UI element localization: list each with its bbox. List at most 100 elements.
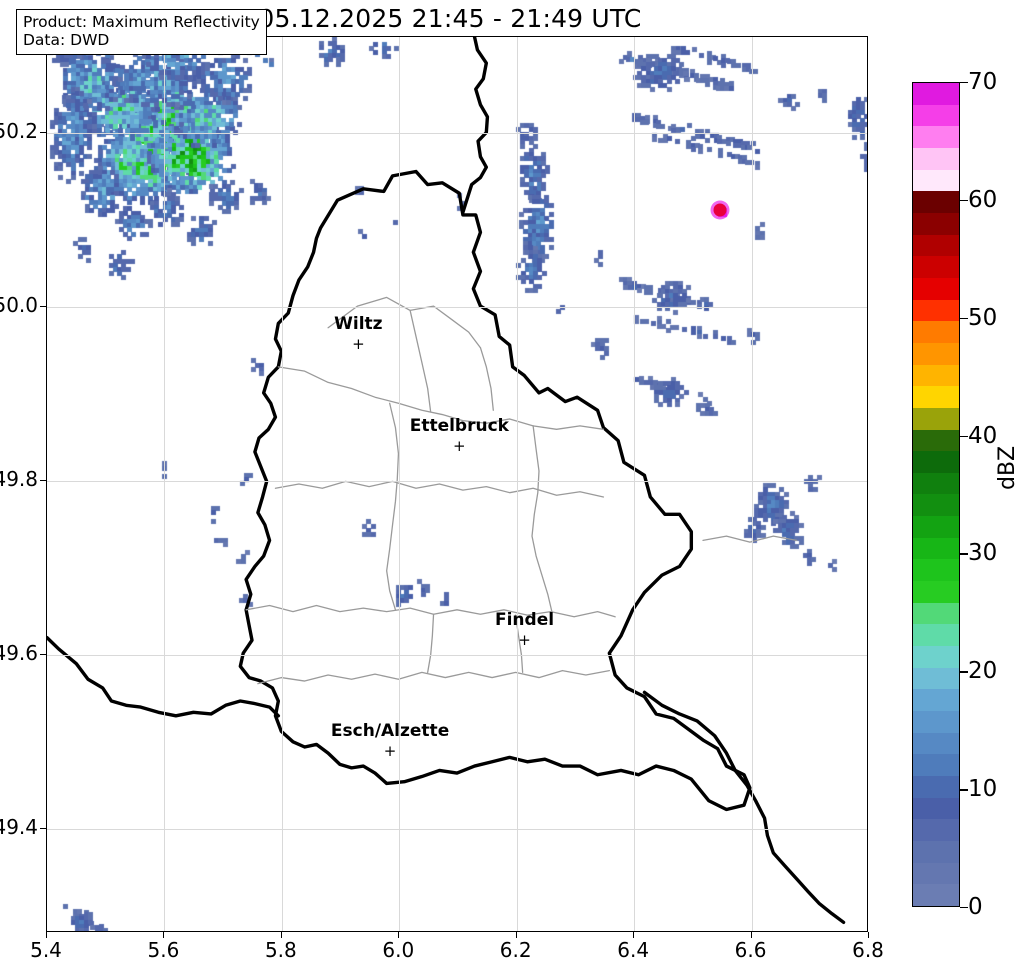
colorbar-band	[913, 840, 959, 863]
y-axis-tick-label: 49.8	[0, 466, 38, 491]
x-axis-tick-label: 6.8	[852, 938, 884, 962]
x-axis-tick-label: 6.0	[382, 938, 415, 962]
gridline-vertical	[516, 37, 518, 931]
colorbar-tick	[960, 907, 968, 909]
x-axis-tick-label: 5.8	[264, 938, 297, 962]
gridline-horizontal	[47, 654, 867, 656]
colorbar-band	[913, 147, 959, 170]
colorbar-band	[913, 364, 959, 387]
colorbar-tick	[960, 82, 968, 84]
gridline-vertical	[399, 37, 401, 931]
german-internal-border	[702, 535, 798, 543]
colorbar-band	[913, 581, 959, 603]
canton-border-0	[327, 296, 482, 349]
colorbar-band	[913, 862, 959, 885]
colorbar-tick-label: 40	[968, 422, 998, 449]
colorbar-band	[913, 126, 959, 148]
colorbar	[912, 82, 960, 907]
canton-border-3	[479, 347, 494, 411]
data-source-line: Data: DWD	[23, 31, 110, 50]
city-marker-cross: +	[518, 630, 531, 649]
city-label-findel: Findel +	[495, 610, 554, 648]
colorbar-band	[913, 407, 959, 430]
city-name: Findel	[494, 609, 555, 630]
canton-border-4	[274, 480, 605, 498]
y-axis-tick-label: 49.4	[0, 814, 38, 839]
canton-border-10	[427, 613, 435, 674]
colorbar-band	[913, 256, 959, 278]
colorbar-tick-label: 60	[968, 186, 998, 213]
x-axis-tick	[868, 932, 869, 938]
colorbar-tick-label: 0	[968, 894, 983, 920]
x-axis-tick	[750, 932, 752, 938]
colorbar-tick	[960, 199, 968, 202]
gridline-vertical	[634, 37, 636, 931]
colorbar-tick-label: 50	[968, 304, 998, 331]
y-axis-tick	[40, 305, 46, 307]
colorbar-tick-label: 10	[968, 776, 998, 803]
colorbar-band	[913, 624, 959, 647]
colorbar-band	[913, 277, 959, 300]
colorbar-band	[913, 494, 959, 517]
canton-border-8	[257, 669, 610, 685]
x-axis-tick-label: 6.2	[499, 938, 532, 962]
colorbar-tick-label: 70	[968, 69, 998, 95]
colorbar-band	[913, 342, 959, 365]
colorbar-band	[913, 667, 959, 690]
y-axis-tick	[40, 827, 46, 829]
colorbar-band	[913, 537, 959, 560]
city-name: Esch/Alzette	[330, 721, 450, 742]
product-line: Product: Maximum Reflectivity	[23, 13, 260, 31]
city-name: Ettelbruck	[409, 415, 509, 436]
colorbar-band	[913, 732, 959, 755]
gridline-horizontal	[47, 480, 867, 482]
canton-border-7	[245, 604, 616, 618]
y-axis-tick-label: 49.6	[0, 640, 38, 665]
y-axis-tick-label: 50.0	[0, 292, 38, 317]
city-name: Wiltz	[334, 314, 383, 335]
colorbar-band	[913, 321, 959, 343]
city-marker-cross: +	[352, 335, 365, 354]
colorbar-band	[913, 797, 959, 820]
colorbar-band	[913, 299, 959, 322]
x-axis-tick-label: 5.4	[30, 938, 62, 962]
x-axis-tick	[633, 932, 635, 938]
colorbar-band	[913, 754, 959, 776]
colorbar-band	[913, 104, 959, 127]
colorbar-band	[913, 819, 959, 841]
colorbar-band	[913, 169, 959, 192]
colorbar-band	[913, 516, 959, 538]
north-national-border	[461, 37, 490, 215]
plot-inner	[47, 37, 867, 931]
colorbar-band	[913, 646, 959, 668]
x-axis-tick	[515, 932, 517, 938]
city-label-ettelbruck: Ettelbruck +	[410, 416, 509, 454]
x-axis-tick	[398, 932, 400, 938]
colorbar-band	[913, 191, 959, 213]
colorbar-tick	[960, 553, 968, 555]
colorbar-tick	[960, 435, 968, 437]
colorbar-band	[913, 884, 959, 906]
y-axis-tick	[40, 479, 46, 481]
colorbar-band	[913, 234, 959, 257]
page-title: 05.12.2025 21:45 - 21:49 UTC	[258, 4, 642, 33]
colorbar-band	[913, 83, 959, 105]
y-axis-tick	[40, 653, 46, 655]
gridline-horizontal	[47, 828, 867, 830]
southeast-national-border	[642, 690, 846, 925]
radar-reflectivity-layer	[47, 37, 867, 931]
city-marker-cross: +	[383, 742, 397, 761]
map-vector-layer	[47, 37, 846, 925]
product-info-box: Product: Maximum Reflectivity Data: DWD	[16, 9, 267, 55]
colorbar-band	[913, 472, 959, 495]
canton-border-2	[409, 309, 432, 413]
colorbar-band	[913, 429, 959, 452]
x-axis-tick	[163, 932, 165, 938]
y-axis-tick	[40, 131, 46, 133]
colorbar-band	[913, 689, 959, 712]
colorbar-band	[913, 711, 959, 733]
colorbar-tick	[960, 671, 968, 673]
colorbar-band	[913, 559, 959, 582]
city-label-wiltz: Wiltz +	[334, 314, 382, 352]
colorbar-band	[913, 212, 959, 235]
